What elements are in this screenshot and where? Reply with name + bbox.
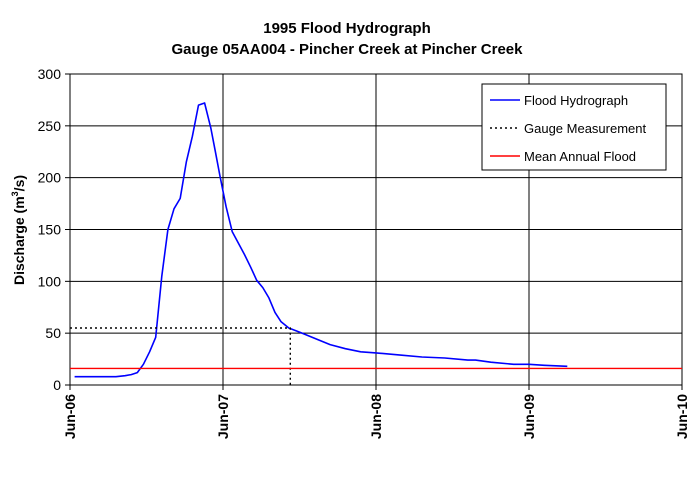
y-axis-label-sup: 3 — [10, 191, 20, 196]
axis-ticks: 0 50 100 150 200 250 300 Jun-06 Jun-07 Jun-08 Jun-… — [38, 66, 690, 439]
y-tick-label: 250 — [38, 118, 62, 134]
gauge-measurement-line — [70, 327, 291, 385]
y-tick-label: 150 — [38, 222, 62, 238]
x-tick-label: Jun-10 — [674, 394, 690, 439]
legend-label-gauge-measurement: Gauge Measurement — [524, 121, 647, 136]
x-tick-label: Jun-08 — [368, 394, 384, 439]
legend-label-mean-annual-flood: Mean Annual Flood — [524, 149, 636, 164]
legend: Flood Hydrograph Gauge Measurement Mean … — [481, 83, 667, 171]
chart-subtitle: Gauge 05AA004 - Pincher Creek at Pincher… — [172, 41, 524, 58]
y-tick-label: 0 — [53, 377, 61, 393]
y-tick-label: 200 — [38, 170, 62, 186]
x-tick-label: Jun-06 — [62, 394, 78, 439]
y-axis-label-tail: /s) — [11, 175, 27, 191]
series-layer — [70, 102, 682, 385]
y-axis-label-main: Discharge (m — [11, 196, 27, 285]
grid-lines — [70, 74, 682, 385]
legend-label-flood-hydrograph: Flood Hydrograph — [524, 93, 628, 108]
y-tick-label: 300 — [38, 66, 62, 82]
x-tick-label: Jun-09 — [521, 394, 537, 439]
flood-hydrograph-line — [74, 102, 568, 378]
y-tick-label: 100 — [38, 273, 62, 289]
chart-title: 1995 Flood Hydrograph — [263, 20, 431, 37]
x-tick-label: Jun-07 — [215, 394, 231, 439]
y-axis-label: Discharge (m3/s) — [10, 175, 27, 285]
y-tick-label: 50 — [45, 325, 61, 341]
